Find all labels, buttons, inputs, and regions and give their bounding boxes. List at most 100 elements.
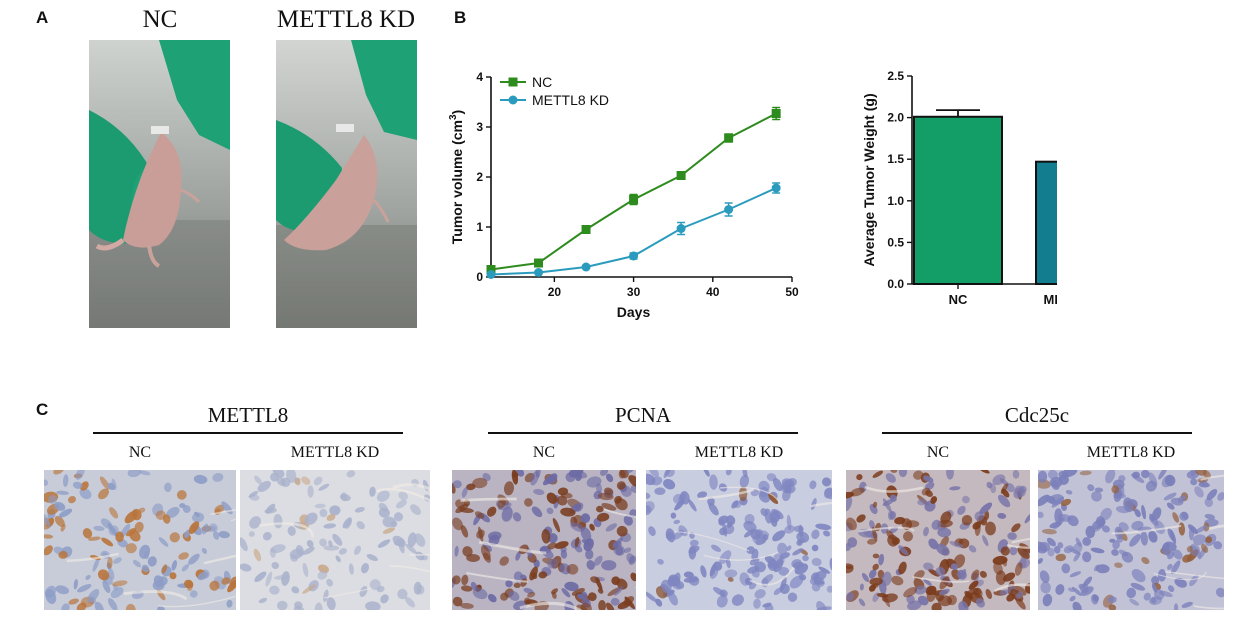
tissue-cell <box>377 539 391 548</box>
tissue-cell <box>703 470 710 477</box>
tissue-cell <box>61 603 70 610</box>
tissue-cell <box>487 593 497 603</box>
tissue-cell <box>1096 516 1106 527</box>
tissue-cell <box>1101 525 1110 533</box>
tissue-cell <box>276 477 286 487</box>
tissue-cell <box>938 588 950 596</box>
tissue-cell <box>221 577 231 585</box>
tissue-cell <box>1053 546 1061 554</box>
tissue-cell <box>1000 483 1009 494</box>
tissue-cell <box>949 541 964 548</box>
tissue-cell <box>571 588 585 596</box>
tissue-cell <box>240 563 252 572</box>
tissue-cell <box>179 503 186 508</box>
tissue-cell <box>646 591 658 603</box>
tissue-cell <box>541 547 554 559</box>
panel-a-letter: A <box>36 8 49 27</box>
tissue-cell <box>460 585 473 592</box>
tissue-cell <box>106 557 113 570</box>
tissue-cell <box>524 498 533 507</box>
ihc-image-pcna-nc <box>452 470 636 610</box>
tissue-cell <box>1079 470 1092 476</box>
tissue-cell <box>1148 530 1158 543</box>
tissue-cell <box>1217 492 1224 501</box>
tissue-cell <box>302 562 309 578</box>
tissue-cell <box>1114 562 1123 568</box>
tissue-cell <box>1201 543 1209 553</box>
data-point <box>629 251 639 261</box>
tissue-cell <box>928 538 939 550</box>
tissue-cell <box>101 537 114 547</box>
tissue-cell <box>194 511 200 517</box>
tissue-cell <box>254 571 267 583</box>
y-axis-title-main: Tumor volume (cm <box>449 120 465 244</box>
tissue-cell <box>764 555 777 565</box>
tissue-cell <box>141 564 150 573</box>
tissue-cell <box>921 487 931 496</box>
tissue-cell <box>1003 572 1016 582</box>
tissue-cell <box>1109 538 1116 543</box>
data-point <box>676 171 686 180</box>
tissue-cell <box>410 504 421 515</box>
tissue-cell <box>508 590 520 601</box>
bar <box>1035 160 1057 285</box>
tissue-cell <box>99 476 110 490</box>
tissue-cell <box>511 470 519 485</box>
data-point <box>534 268 544 277</box>
tissue-fiber <box>1193 605 1224 610</box>
tissue-cell <box>937 527 952 538</box>
tissue-cell <box>76 602 87 610</box>
tissue-cell <box>460 602 474 609</box>
tissue-cell <box>829 558 832 571</box>
tissue-cell <box>293 605 305 610</box>
tissue-cell <box>547 473 558 484</box>
tissue-cell <box>318 483 330 491</box>
tissue-cell <box>898 561 907 575</box>
tissue-cell <box>476 529 485 539</box>
tissue-cell <box>295 545 304 557</box>
tissue-cell <box>791 559 802 568</box>
tissue-cell <box>88 536 101 541</box>
tissue-cell <box>470 581 478 591</box>
tissue-cell <box>683 577 699 583</box>
tissue-cell <box>1151 507 1162 521</box>
tissue-cell <box>583 538 594 552</box>
tissue-cell <box>139 544 151 559</box>
tissue-cell <box>1215 587 1224 598</box>
tissue-cell <box>738 486 748 502</box>
tissue-cell <box>949 486 961 491</box>
tissue-cell <box>923 562 934 571</box>
tissue-cell <box>547 558 558 569</box>
tissue-cell <box>452 596 463 607</box>
tissue-cell <box>727 577 734 582</box>
y-axis-title-sup: 3 <box>448 114 459 120</box>
tissue-cell <box>326 597 336 610</box>
ihc-sub-pcna-kd: METTL8 KD <box>694 444 784 461</box>
tissue-cell <box>270 472 279 482</box>
tissue-cell <box>254 475 262 485</box>
tissue-cell <box>314 503 326 509</box>
tissue-cell <box>132 559 142 568</box>
tissue-cell <box>931 519 942 530</box>
y-tick-label: 0 <box>476 270 483 284</box>
tissue-cell <box>134 521 144 533</box>
tissue-cell <box>110 587 124 598</box>
tissue-cell <box>1131 473 1145 483</box>
tissue-cell <box>753 598 761 609</box>
tissue-cell <box>1129 534 1141 547</box>
tissue-cell <box>1038 541 1051 552</box>
tissue-cell <box>678 525 688 537</box>
tissue-cell <box>947 594 957 606</box>
tissue-fiber <box>994 583 1030 593</box>
tissue-cell <box>529 566 538 581</box>
tissue-cell <box>826 585 832 593</box>
tissue-cell <box>1182 554 1192 563</box>
tissue-cell <box>846 592 854 601</box>
tissue-cell <box>262 531 272 541</box>
tissue-cell <box>985 588 993 600</box>
tissue-cell <box>679 491 690 505</box>
tissue-cell <box>628 555 636 565</box>
tissue-cell <box>925 585 937 596</box>
tissue-cell <box>923 526 929 537</box>
tissue-cell <box>1141 504 1147 520</box>
